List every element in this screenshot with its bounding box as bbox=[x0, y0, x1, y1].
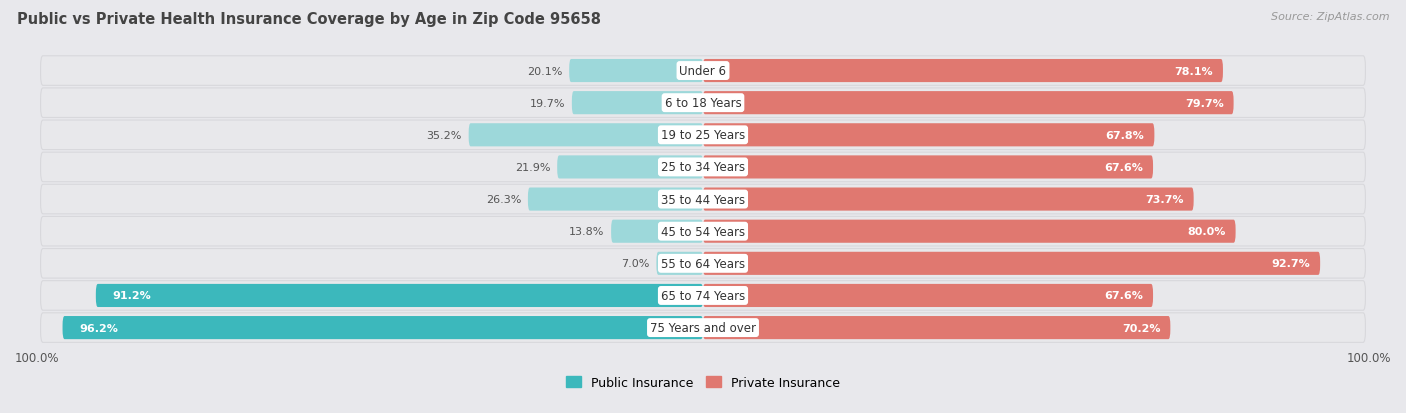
FancyBboxPatch shape bbox=[41, 185, 1365, 214]
Text: 79.7%: 79.7% bbox=[1185, 98, 1223, 108]
Text: 19 to 25 Years: 19 to 25 Years bbox=[661, 129, 745, 142]
FancyBboxPatch shape bbox=[41, 281, 1365, 311]
FancyBboxPatch shape bbox=[703, 284, 1153, 307]
FancyBboxPatch shape bbox=[41, 249, 1365, 278]
FancyBboxPatch shape bbox=[703, 316, 1170, 339]
Text: 35.2%: 35.2% bbox=[426, 131, 463, 140]
FancyBboxPatch shape bbox=[703, 92, 1233, 115]
Text: 78.1%: 78.1% bbox=[1174, 66, 1213, 76]
Text: Under 6: Under 6 bbox=[679, 65, 727, 78]
Text: 65 to 74 Years: 65 to 74 Years bbox=[661, 289, 745, 302]
FancyBboxPatch shape bbox=[572, 92, 703, 115]
Text: 35 to 44 Years: 35 to 44 Years bbox=[661, 193, 745, 206]
FancyBboxPatch shape bbox=[703, 220, 1236, 243]
Text: 20.1%: 20.1% bbox=[527, 66, 562, 76]
Text: 6 to 18 Years: 6 to 18 Years bbox=[665, 97, 741, 110]
Text: 45 to 54 Years: 45 to 54 Years bbox=[661, 225, 745, 238]
Text: 21.9%: 21.9% bbox=[515, 163, 551, 173]
FancyBboxPatch shape bbox=[41, 153, 1365, 182]
FancyBboxPatch shape bbox=[703, 124, 1154, 147]
FancyBboxPatch shape bbox=[657, 252, 703, 275]
Text: 96.2%: 96.2% bbox=[79, 323, 118, 333]
FancyBboxPatch shape bbox=[703, 156, 1153, 179]
Text: 75 Years and over: 75 Years and over bbox=[650, 321, 756, 334]
Text: 92.7%: 92.7% bbox=[1271, 259, 1310, 269]
FancyBboxPatch shape bbox=[527, 188, 703, 211]
Text: 80.0%: 80.0% bbox=[1187, 227, 1226, 237]
Text: Source: ZipAtlas.com: Source: ZipAtlas.com bbox=[1271, 12, 1389, 22]
Legend: Public Insurance, Private Insurance: Public Insurance, Private Insurance bbox=[561, 371, 845, 394]
FancyBboxPatch shape bbox=[41, 217, 1365, 247]
FancyBboxPatch shape bbox=[703, 252, 1320, 275]
Text: 26.3%: 26.3% bbox=[486, 195, 522, 204]
FancyBboxPatch shape bbox=[569, 60, 703, 83]
FancyBboxPatch shape bbox=[703, 60, 1223, 83]
FancyBboxPatch shape bbox=[703, 188, 1194, 211]
Text: 25 to 34 Years: 25 to 34 Years bbox=[661, 161, 745, 174]
Text: 7.0%: 7.0% bbox=[621, 259, 650, 269]
Text: 13.8%: 13.8% bbox=[569, 227, 605, 237]
FancyBboxPatch shape bbox=[62, 316, 703, 339]
Text: 55 to 64 Years: 55 to 64 Years bbox=[661, 257, 745, 270]
Text: 67.8%: 67.8% bbox=[1105, 131, 1144, 140]
Text: 91.2%: 91.2% bbox=[112, 291, 152, 301]
FancyBboxPatch shape bbox=[557, 156, 703, 179]
Text: 67.6%: 67.6% bbox=[1104, 163, 1143, 173]
FancyBboxPatch shape bbox=[41, 121, 1365, 150]
FancyBboxPatch shape bbox=[41, 313, 1365, 342]
FancyBboxPatch shape bbox=[96, 284, 703, 307]
FancyBboxPatch shape bbox=[612, 220, 703, 243]
Text: 67.6%: 67.6% bbox=[1104, 291, 1143, 301]
Text: 70.2%: 70.2% bbox=[1122, 323, 1160, 333]
FancyBboxPatch shape bbox=[41, 89, 1365, 118]
Text: 73.7%: 73.7% bbox=[1144, 195, 1184, 204]
Text: 19.7%: 19.7% bbox=[530, 98, 565, 108]
FancyBboxPatch shape bbox=[41, 57, 1365, 86]
Text: Public vs Private Health Insurance Coverage by Age in Zip Code 95658: Public vs Private Health Insurance Cover… bbox=[17, 12, 600, 27]
FancyBboxPatch shape bbox=[468, 124, 703, 147]
